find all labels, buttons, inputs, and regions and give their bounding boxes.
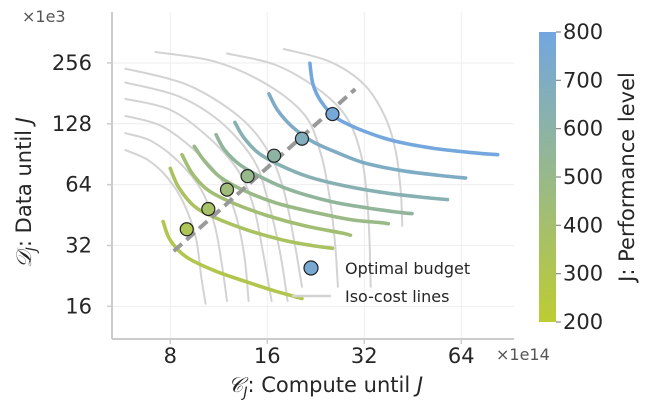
x-tick-label-16: 16 <box>254 344 281 368</box>
performance-curves <box>161 61 500 301</box>
performance-curve-2 <box>168 166 335 251</box>
optimal-point-7 <box>325 106 340 122</box>
isocost-line-5 <box>124 132 228 302</box>
x-ticks: 8 16 32 64 <box>164 339 475 368</box>
performance-curve-5 <box>214 132 414 216</box>
y-tick-label-32: 32 <box>65 234 92 258</box>
colorbar-tick-label-700: 700 <box>563 68 603 92</box>
performance-curve-8 <box>308 61 500 157</box>
isocost-line-7 <box>154 51 339 288</box>
isocost-line-8 <box>226 52 372 288</box>
y-axis-label-end: J <box>12 117 36 127</box>
x-axis-label-end: J <box>413 373 423 397</box>
isocost-line-6 <box>124 149 207 305</box>
optimal-point-3 <box>219 182 235 197</box>
optimal-line <box>172 87 357 253</box>
legend-label-isocost: Iso-cost lines <box>345 287 449 306</box>
legend-marker-optimal <box>303 260 319 276</box>
isocost-line-2 <box>124 81 289 302</box>
x-tick-label-64: 64 <box>448 344 475 368</box>
x-tick-label-8: 8 <box>164 344 177 368</box>
x-tick-label-32: 32 <box>351 344 378 368</box>
optimal-points <box>179 106 340 237</box>
colorbar-ticks: 200 300 400 500 600 700 800 <box>556 20 603 334</box>
isocost-line-9 <box>282 48 404 227</box>
isocost-line-3 <box>124 97 273 302</box>
optimal-point-2 <box>201 201 216 217</box>
optimal-point-5 <box>266 148 282 163</box>
legend: Optimal budget Iso-cost lines <box>292 259 470 306</box>
x-axis-label: 𝒞J: Compute until J <box>228 373 423 401</box>
performance-curve-1 <box>161 219 304 301</box>
x-axis-label-text: : Compute until <box>247 373 416 397</box>
y-tick-label-64: 64 <box>65 173 92 197</box>
y-axis-label-subscript: J <box>24 247 40 254</box>
y-ticks: 16 32 64 128 256 <box>52 51 112 318</box>
colorbar-tick-label-300: 300 <box>563 262 603 286</box>
isocost-line-1 <box>124 67 303 288</box>
performance-curve-7 <box>267 92 468 180</box>
colorbar-gradient <box>539 32 556 322</box>
y-tick-label-128: 128 <box>52 112 92 136</box>
y-tick-label-256: 256 <box>52 51 92 75</box>
colorbar-tick-label-500: 500 <box>563 165 603 189</box>
y-axis-label: 𝒟J: Data until J <box>12 117 40 268</box>
optimal-point-6 <box>294 131 310 146</box>
performance-curve-6 <box>233 120 450 202</box>
performance-curve-3 <box>180 152 353 237</box>
y-scale-label: ×1e3 <box>22 7 66 26</box>
y-axis-label-text: : Data until <box>12 123 36 247</box>
axes <box>111 12 514 340</box>
colorbar-tick-label-600: 600 <box>563 117 603 141</box>
colorbar-label: J: Performance level <box>615 72 639 284</box>
optimal-point-4 <box>240 169 255 184</box>
x-axis-label-subscript: J <box>240 385 247 401</box>
y-axis-label-symbol: 𝒟 <box>12 247 36 268</box>
y-tick-label-16: 16 <box>65 294 92 318</box>
colorbar-tick-label-400: 400 <box>563 213 603 237</box>
optimal-line-group <box>172 87 357 253</box>
performance-curve-4 <box>192 144 391 226</box>
legend-label-optimal: Optimal budget <box>345 259 470 278</box>
x-scale-label: ×1e14 <box>496 345 550 364</box>
optimal-point-1 <box>179 222 194 237</box>
colorbar-tick-label-200: 200 <box>563 310 603 334</box>
colorbar: 200 300 400 500 600 700 800 J: Performance lev… <box>539 20 639 334</box>
colorbar-tick-label-800: 800 <box>563 20 603 44</box>
